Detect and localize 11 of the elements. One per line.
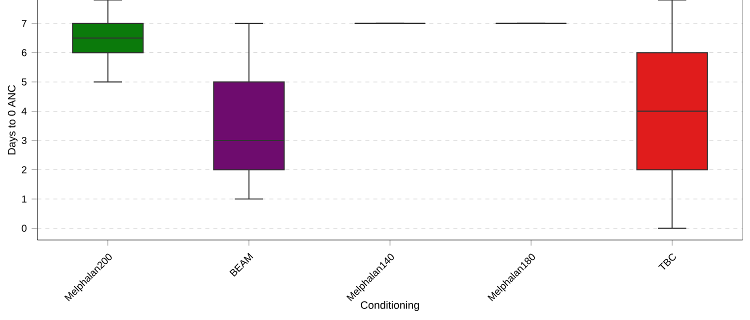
y-tick-label: 1	[22, 196, 26, 202]
y-tick-label: 5	[22, 78, 27, 86]
y-axis-title: Days to 0 ANC	[8, 85, 18, 154]
x-axis-title: Conditioning	[360, 301, 419, 311]
y-tick-label: 3	[22, 136, 27, 144]
x-tick-label: TBC	[658, 254, 676, 270]
y-tick-label: 7	[22, 20, 26, 27]
y-tick-label: 6	[22, 49, 27, 56]
y-tick-label: 4	[22, 108, 27, 115]
y-tick-label: 0	[22, 224, 27, 232]
y-tick-label: 2	[22, 166, 26, 174]
